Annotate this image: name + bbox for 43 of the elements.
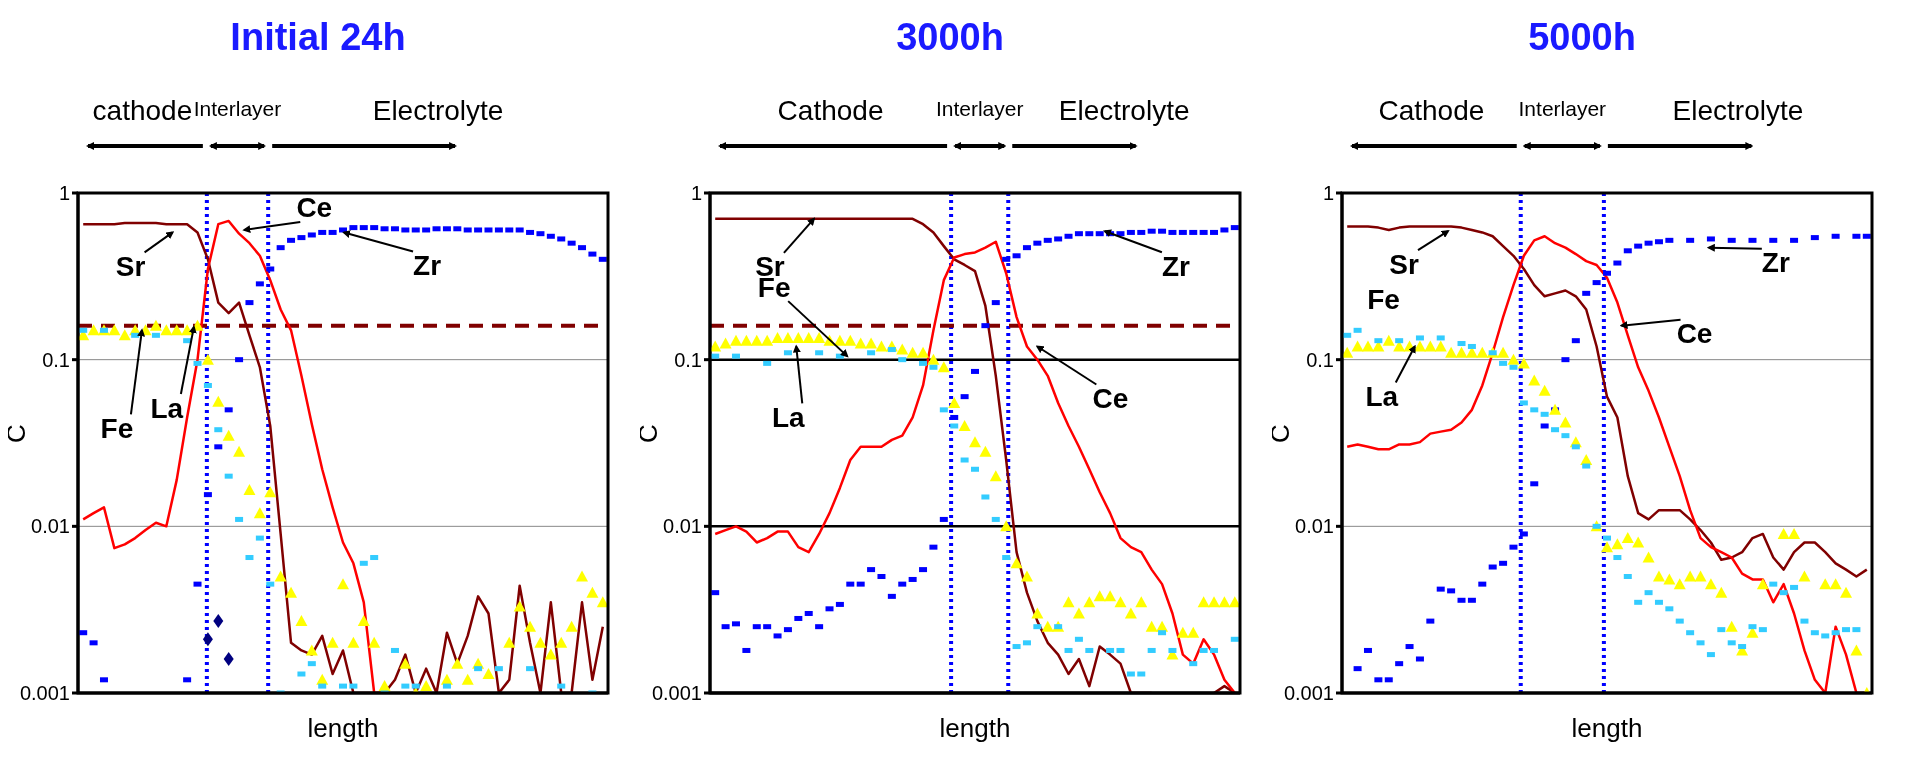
text: Electrolyte xyxy=(1672,95,1804,126)
annotation: La xyxy=(1365,380,1399,412)
text: Interlayer xyxy=(193,97,282,120)
chart-title: 3000h xyxy=(895,16,1005,59)
y-tick-label: 1 xyxy=(690,182,702,205)
text: Cathode xyxy=(777,95,884,126)
y-tick-label: 0.001 xyxy=(19,682,70,705)
y-tick-label: 0.1 xyxy=(674,348,702,371)
text: Interlayer xyxy=(1518,97,1607,120)
chart-title: Initial 24h xyxy=(229,16,407,59)
x-axis-title: length xyxy=(939,713,1011,743)
y-tick-label: 0.001 xyxy=(651,682,702,705)
y-tick-label: 0.1 xyxy=(1306,348,1334,371)
y-axis-title: C xyxy=(1265,424,1296,443)
x-axis-title: length xyxy=(1571,713,1643,743)
y-tick-label: 0.01 xyxy=(31,515,70,538)
annotation: Zr xyxy=(1161,250,1191,282)
annotation: Fe xyxy=(100,412,134,444)
annotation: La xyxy=(771,401,806,433)
x-axis-title: length xyxy=(307,713,379,743)
text: cathode xyxy=(92,95,193,126)
annotation: La xyxy=(150,392,184,424)
annotation: Zr xyxy=(1761,247,1790,279)
y-tick-label: 0.001 xyxy=(1283,682,1334,705)
chart-title: 5000h xyxy=(1527,16,1637,59)
annotation: Fe xyxy=(1367,283,1400,315)
text: Cathode xyxy=(1378,95,1485,126)
text: Electrolyte xyxy=(372,95,504,126)
text: Interlayer xyxy=(935,97,1024,120)
y-tick-label: 0.01 xyxy=(1295,515,1334,538)
y-tick-label: 0.1 xyxy=(42,348,70,371)
annotation: Sr xyxy=(1389,248,1419,280)
annotation: Ce xyxy=(1676,318,1713,350)
annotation: Ce xyxy=(296,192,333,224)
y-tick-label: 1 xyxy=(1322,182,1334,205)
text: Electrolyte xyxy=(1058,95,1190,126)
y-axis-title: C xyxy=(1,424,32,443)
annotation: Zr xyxy=(413,249,442,281)
annotation: Ce xyxy=(1092,382,1129,414)
y-tick-label: 1 xyxy=(58,182,70,205)
y-tick-label: 0.01 xyxy=(663,515,702,538)
annotation: Sr xyxy=(115,250,146,282)
y-axis-title: C xyxy=(633,424,664,443)
